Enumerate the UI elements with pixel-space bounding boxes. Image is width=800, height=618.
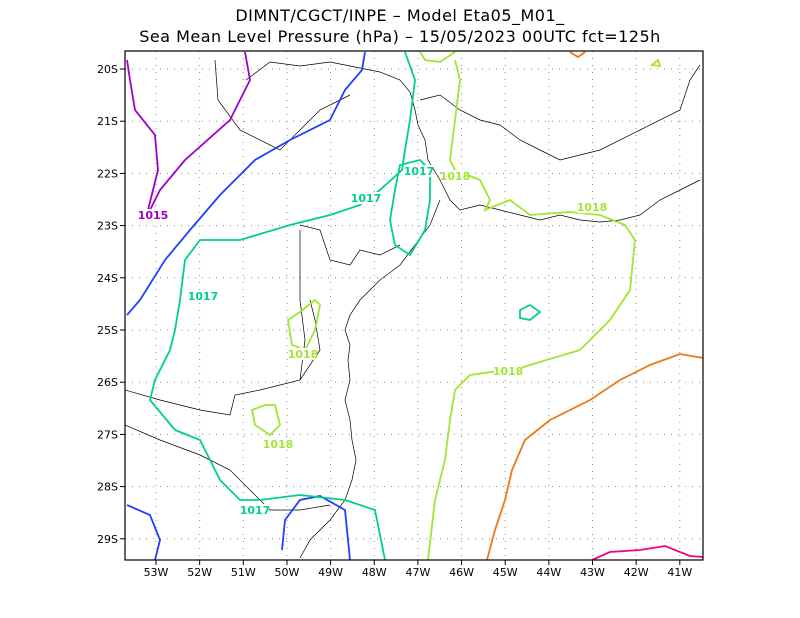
isobar-1018d (250, 404, 281, 437)
title-line-1: DIMNT/CGCT/INPE – Model Eta05_M01_ (235, 6, 565, 25)
label-background (241, 504, 269, 516)
isobar-label: 1018 (493, 365, 524, 378)
lat-tick-label: 21S (97, 115, 118, 128)
lon-tick-label: 49W (318, 566, 343, 579)
isobar-1014b (149, 51, 251, 211)
isobar-1016c (281, 495, 351, 561)
contour-labels: 1015 1017 1017 1017 1017 1018 1018 1018 1018 1018 (138, 165, 608, 517)
isobar-1014 (126, 59, 159, 211)
lon-tick-label: 43W (580, 566, 605, 579)
lon-tick-label: 47W (405, 566, 430, 579)
isobar-1018b (427, 59, 636, 561)
gridlines (125, 51, 703, 560)
isobar-label: 1017 (188, 290, 219, 303)
isobar-1017c (519, 303, 542, 321)
isobar-1018 (419, 51, 456, 63)
label-background (441, 170, 469, 182)
label-background (405, 165, 433, 177)
lat-tick-label: 23S (97, 220, 118, 233)
isobar-1018c (287, 298, 321, 352)
isobar-1019b (569, 51, 586, 59)
lat-tick-label: 24S (97, 272, 118, 285)
lon-tick-label: 46W (449, 566, 474, 579)
label-background (578, 201, 606, 213)
isobar-1020 (591, 545, 704, 561)
lon-tick-label: 48W (362, 566, 387, 579)
label-background (139, 209, 167, 221)
isobar-label: 1017 (404, 165, 435, 178)
isobar-label: 1018 (440, 170, 471, 183)
lat-tick-label: 27S (97, 428, 118, 441)
isobar-label: 1018 (577, 201, 608, 214)
label-background (264, 438, 292, 450)
isobar-1016 (126, 51, 366, 316)
isobar-label: 1017 (240, 504, 271, 517)
lon-tick-label: 44W (536, 566, 561, 579)
isobars (126, 51, 704, 561)
label-background (494, 365, 522, 377)
lat-tick-label: 20S (97, 63, 118, 76)
isobar-label: 1015 (138, 209, 169, 222)
lat-tick-label: 25S (97, 324, 118, 337)
label-background (352, 192, 380, 204)
isobar-label: 1018 (288, 348, 319, 361)
lat-tick-label: 26S (97, 376, 118, 389)
isobar-1019 (486, 353, 704, 561)
lat-tick-label: 29S (97, 533, 118, 546)
isobar-1018e (649, 58, 662, 68)
isobar-label: 1018 (263, 438, 294, 451)
plot-frame (124, 50, 704, 561)
lat-tick-label: 28S (97, 481, 118, 494)
title-line-2: Sea Mean Level Pressure (hPa) – 15/05/20… (139, 27, 661, 46)
isobar-1017 (149, 51, 416, 561)
coastlines-and-borders (124, 59, 701, 559)
isobar-label: 1017 (351, 192, 382, 205)
label-background (289, 348, 317, 360)
lon-tick-label: 45W (493, 566, 518, 579)
lon-tick-label: 42W (624, 566, 649, 579)
lon-tick-label: 53W (144, 566, 169, 579)
lon-tick-label: 51W (231, 566, 256, 579)
isobar-1016b (126, 504, 161, 561)
isobar-1017b (389, 159, 431, 257)
label-background (189, 290, 217, 302)
lon-tick-label: 52W (187, 566, 212, 579)
axis-ticks: 20S 21S 22S 23S 24S 25S 26S 27S 28S 29S 53W 52W 51W 5… (97, 63, 692, 579)
lon-tick-label: 50W (275, 566, 300, 579)
lon-tick-label: 41W (667, 566, 692, 579)
lat-tick-label: 22S (97, 167, 118, 180)
